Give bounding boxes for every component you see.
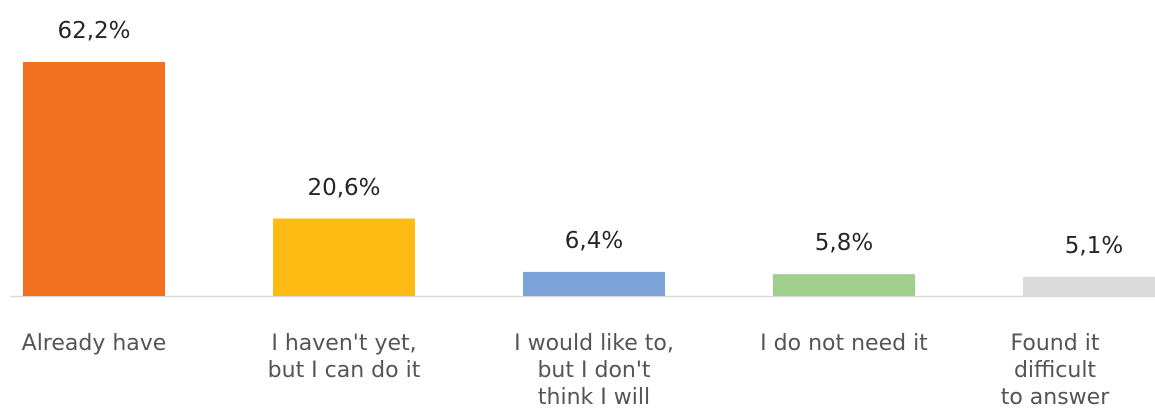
data-label-3: 6,4% xyxy=(564,227,624,254)
bar-4 xyxy=(773,274,915,296)
bar-5 xyxy=(1023,276,1155,296)
data-label-2: 20,6% xyxy=(307,174,381,201)
category-label-3: I would like to, but I don't think I wil… xyxy=(514,331,674,410)
category-label-5: Found it difficult to answer xyxy=(1000,331,1110,410)
data-label-5: 5,1% xyxy=(1064,232,1124,259)
data-label-1: 62,2% xyxy=(57,18,131,44)
category-label-1: Already have xyxy=(21,331,167,356)
category-label-2: I haven't yet, but I can do it xyxy=(267,331,421,383)
category-label-4: I do not need it xyxy=(760,331,928,356)
bar-1 xyxy=(23,62,165,296)
bar-3 xyxy=(523,271,665,296)
bar-2 xyxy=(273,218,415,296)
data-label-4: 5,8% xyxy=(814,230,874,257)
